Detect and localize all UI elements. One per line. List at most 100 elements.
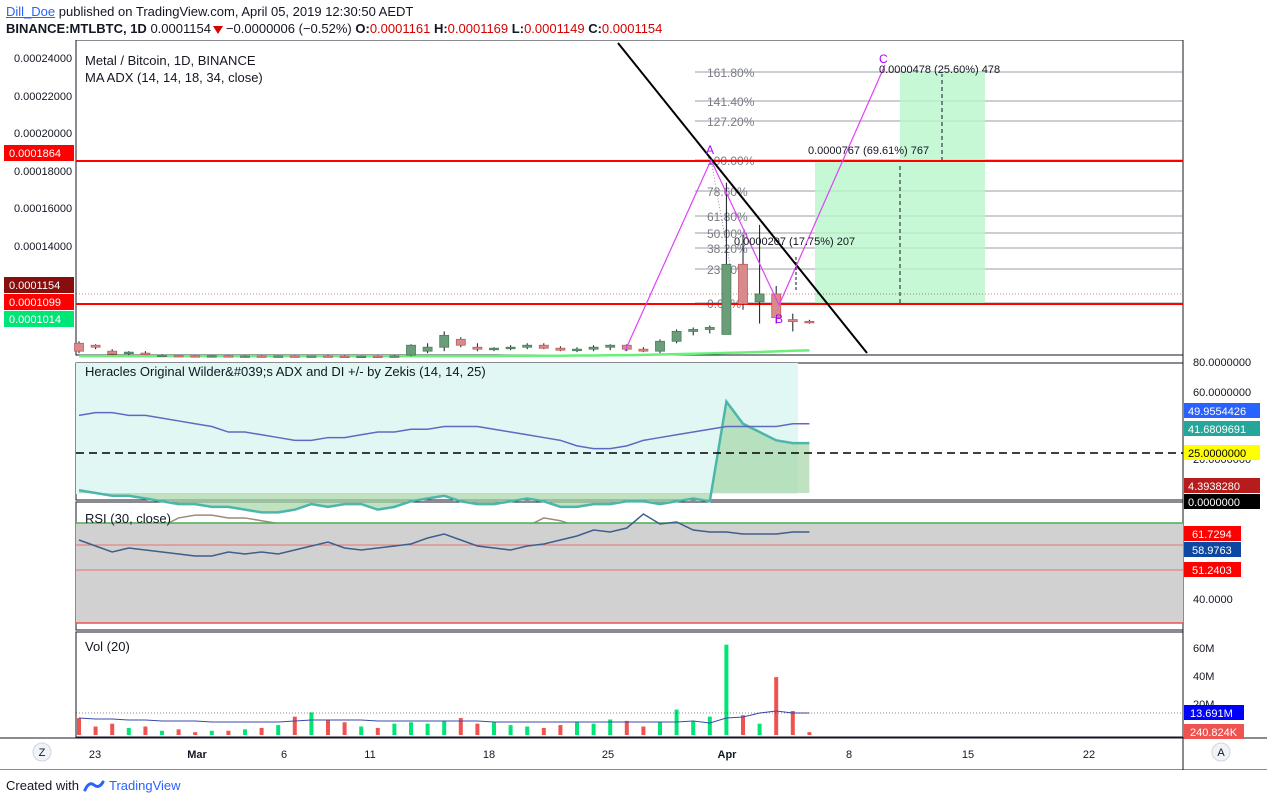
volume-bar	[458, 718, 463, 735]
rsi-tick: 40.0000	[1193, 594, 1233, 606]
time-tick: 22	[1083, 749, 1095, 761]
di-plus-line	[78, 411, 810, 450]
candle-body	[671, 331, 682, 342]
volume-ma-line	[78, 710, 810, 724]
volume-bar	[757, 723, 762, 735]
adx-badge	[1184, 421, 1260, 436]
candle-body	[771, 293, 782, 319]
adx-tick: 80.0000000	[1193, 357, 1251, 369]
rsi-badge	[1184, 526, 1241, 541]
ohlc-line: BINANCE:MTLBTC, 1D 0.0001154 −0.0000006 (…	[6, 21, 663, 36]
publisher-link[interactable]: Dill_Doe	[6, 4, 56, 19]
candle-body	[655, 340, 665, 352]
candle-body	[455, 338, 466, 346]
volume-bar	[624, 720, 629, 735]
volume-bar	[243, 729, 247, 735]
tradingview-brand[interactable]: TradingView	[108, 778, 181, 793]
price-pane[interactable]: Metal / Bitcoin, 1D, BINANCE MA ADX (14, …	[4, 42, 1183, 358]
candle-body	[721, 263, 732, 335]
volume-bar	[790, 711, 795, 735]
volume-bar	[558, 725, 563, 735]
adx-badge	[1184, 478, 1260, 493]
adx-line	[78, 398, 810, 514]
candle-body	[704, 327, 715, 330]
time-tick: 15	[962, 749, 974, 761]
volume-bar	[309, 712, 314, 735]
candle-body	[256, 355, 267, 358]
price-badge-text: 0.0001154	[9, 280, 60, 292]
candle-body	[157, 354, 167, 358]
volume-bar	[575, 722, 579, 735]
candle-body	[804, 320, 815, 324]
adx-badge-text: 4.3938280	[1188, 481, 1240, 493]
ma-adx-label: MA ADX (14, 14, 18, 34, close)	[85, 70, 263, 85]
volume-bar	[807, 732, 812, 735]
candle-body	[273, 355, 284, 358]
fib-label: 38.20%	[707, 242, 748, 256]
volume-bar	[475, 723, 480, 735]
trend-line	[617, 42, 868, 354]
candle-body	[572, 348, 582, 352]
point-b-label: B	[775, 312, 783, 326]
rsi-badge-text: 51.2403	[1192, 565, 1232, 577]
fib-label: 161.80%	[707, 66, 755, 80]
tradingview-logo-icon	[83, 780, 105, 791]
published-text: published on TradingView.com, April 05, …	[55, 4, 414, 19]
vol-badge	[1184, 724, 1244, 739]
last-price: 0.0001154	[150, 21, 211, 36]
symbol-label: BINANCE:MTLBTC, 1D	[6, 21, 147, 36]
point-c-label: C	[879, 52, 888, 66]
main-title: Metal / Bitcoin, 1D, BINANCE	[85, 53, 256, 68]
candle-body	[190, 355, 201, 358]
volume-bar	[326, 719, 330, 735]
open-value: 0.0001161	[369, 21, 431, 36]
volume-bar	[707, 716, 712, 735]
fib-label: 50.00%	[707, 227, 748, 241]
price-badge-text: 0.0001864	[9, 148, 61, 160]
candle-body	[306, 355, 317, 358]
adx-badge-text: 0.0000000	[1188, 497, 1240, 509]
adx-pane[interactable]: Heracles Original Wilder&#039;s ADX and …	[76, 357, 1260, 552]
rsi-band	[76, 523, 1183, 623]
created-with-text: Created with	[6, 778, 79, 793]
candle-body	[206, 355, 217, 358]
volume-bar	[193, 732, 198, 735]
vol-badge-text: 240.824K	[1190, 727, 1238, 739]
fib-label: 61.80%	[707, 210, 748, 224]
time-tick: 6	[281, 749, 287, 761]
pane-frame	[75, 40, 1184, 356]
volume-bar	[741, 715, 745, 735]
volume-bar	[641, 726, 646, 735]
adx-badge	[1184, 494, 1260, 509]
trading-chart[interactable]: Metal / Bitcoin, 1D, BINANCE MA ADX (14, …	[0, 40, 1267, 770]
volume-bar	[342, 722, 347, 735]
volume-bar	[608, 719, 613, 735]
low-value: 0.0001149	[524, 21, 585, 36]
volume-bar	[691, 720, 696, 735]
candle-body	[439, 334, 450, 348]
point-a-label: A	[706, 143, 714, 157]
down-arrow-icon	[212, 25, 223, 34]
price-badge-text: 0.0001099	[9, 297, 61, 309]
volume-bar	[392, 723, 397, 735]
time-tick: 25	[602, 749, 614, 761]
candle-body	[90, 344, 101, 348]
price-badge-text: 0.0001014	[9, 314, 61, 326]
candle-body	[538, 344, 549, 349]
rsi-line	[78, 513, 810, 557]
annotation-3: 0.0000207 (17.75%) 207	[734, 236, 855, 248]
price-badge	[4, 145, 74, 161]
price-badge	[4, 294, 74, 310]
time-tick: Apr	[718, 749, 738, 761]
rsi-pane[interactable]: RSI (30, close) 40.0000 61.7294 58.9763 51.2…	[76, 511, 1241, 624]
zoom-button	[32, 742, 52, 762]
volume-bar	[209, 730, 214, 735]
candle-body	[738, 263, 748, 305]
volume-bar	[375, 727, 380, 735]
volume-bar	[541, 727, 546, 735]
adx-badge	[1184, 445, 1260, 460]
fib-label: 141.40%	[707, 95, 755, 109]
candle-body	[787, 319, 798, 322]
price-tick: 0.00020000	[14, 128, 72, 140]
